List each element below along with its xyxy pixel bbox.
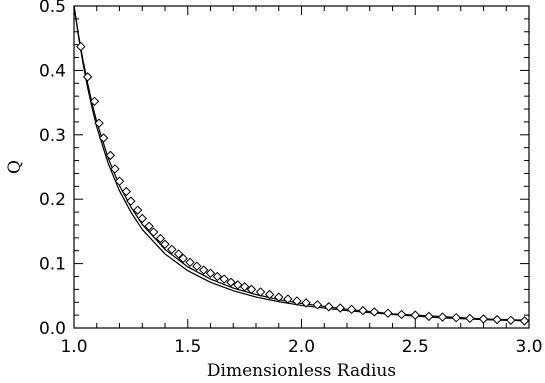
data-point xyxy=(132,205,143,215)
data-point xyxy=(264,289,275,300)
series-line-1 xyxy=(73,5,530,322)
x-tick-label: 1.0 xyxy=(60,337,87,357)
data-point xyxy=(144,221,154,231)
y-tick-label: 0.4 xyxy=(39,61,66,81)
data-point xyxy=(246,284,257,295)
data-point xyxy=(110,164,120,174)
data-point xyxy=(410,310,420,320)
data-point xyxy=(76,41,86,52)
x-axis-title: Dimensionless Radius xyxy=(207,361,396,381)
data-point xyxy=(226,277,236,287)
data-point xyxy=(121,186,132,197)
y-axis-title: Q xyxy=(5,160,25,174)
data-point xyxy=(283,294,293,304)
series-diamonds xyxy=(76,41,530,326)
x-tick-label: 2.5 xyxy=(402,337,429,357)
data-point xyxy=(451,312,461,323)
x-tick-label: 2.0 xyxy=(288,337,315,357)
data-point xyxy=(346,304,357,315)
data-point xyxy=(358,305,368,316)
data-point xyxy=(173,249,184,259)
data-point xyxy=(369,307,380,317)
x-tick-label: 1.5 xyxy=(174,337,201,357)
data-point xyxy=(126,196,136,206)
data-point xyxy=(160,239,170,249)
plot-frame xyxy=(73,5,530,329)
data-point xyxy=(89,96,100,107)
y-tick-label: 0.1 xyxy=(39,255,66,275)
data-point xyxy=(465,313,475,324)
data-point xyxy=(301,298,311,308)
data-point xyxy=(437,312,448,322)
data-point xyxy=(98,133,109,143)
data-point xyxy=(383,308,393,318)
data-point xyxy=(219,274,229,284)
y-tick-label: 0.3 xyxy=(39,126,66,146)
data-point xyxy=(396,309,407,320)
axes: 1.0 1.5 2.0 2.5 3.0 0.0 0.1 0.2 0.3 0.4 0.5 xyxy=(39,0,543,357)
series-line-2 xyxy=(73,5,530,321)
data-point xyxy=(239,282,250,292)
data-point xyxy=(312,300,323,310)
data-point xyxy=(137,213,147,224)
data-point xyxy=(105,150,116,161)
y-tick-label: 0.0 xyxy=(39,319,66,339)
data-point xyxy=(335,303,345,313)
data-point xyxy=(233,280,243,290)
data-point xyxy=(185,257,195,268)
data-point xyxy=(155,233,166,244)
data-point xyxy=(198,265,209,275)
data-point xyxy=(167,244,177,255)
data-point xyxy=(292,296,302,306)
data-point xyxy=(212,271,223,282)
data-point xyxy=(192,261,202,271)
data-point xyxy=(324,302,334,312)
data-point xyxy=(506,315,516,325)
data-point xyxy=(148,227,159,237)
data-point xyxy=(94,118,104,128)
data-point xyxy=(274,292,284,302)
x-tick-label: 3.0 xyxy=(515,337,542,357)
data-point xyxy=(178,253,188,264)
y-tick-label: 0.2 xyxy=(39,190,66,210)
data-point xyxy=(82,72,93,82)
y-tick-label: 0.5 xyxy=(39,0,66,17)
data-point xyxy=(492,314,502,325)
data-point xyxy=(114,176,125,186)
series-layer xyxy=(73,5,530,326)
data-point xyxy=(205,268,216,278)
data-point xyxy=(255,287,266,297)
data-point xyxy=(478,314,489,324)
data-point xyxy=(424,311,434,322)
data-point xyxy=(519,316,530,326)
